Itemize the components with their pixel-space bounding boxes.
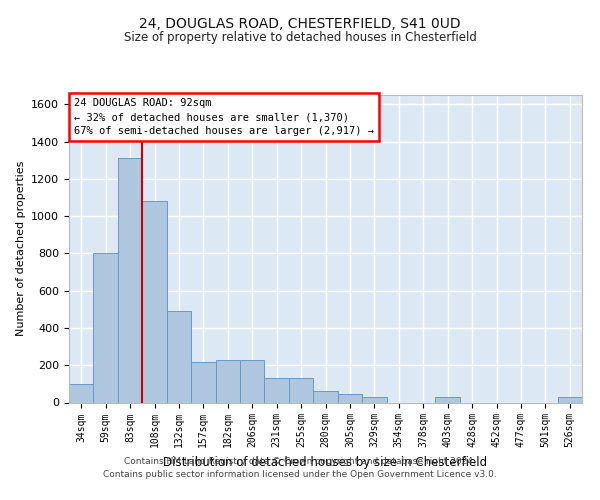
Bar xyxy=(436,397,460,402)
Bar xyxy=(142,201,167,402)
Text: 24, DOUGLAS ROAD, CHESTERFIELD, S41 0UD: 24, DOUGLAS ROAD, CHESTERFIELD, S41 0UD xyxy=(139,18,461,32)
Bar xyxy=(191,362,215,403)
Bar xyxy=(69,384,94,402)
Bar xyxy=(265,378,289,402)
Bar xyxy=(362,397,386,402)
Text: Contains public sector information licensed under the Open Government Licence v3: Contains public sector information licen… xyxy=(103,470,497,479)
Bar xyxy=(167,311,191,402)
Text: Contains HM Land Registry data © Crown copyright and database right 2024.: Contains HM Land Registry data © Crown c… xyxy=(124,458,476,466)
Bar xyxy=(289,378,313,402)
Bar xyxy=(118,158,142,402)
Y-axis label: Number of detached properties: Number of detached properties xyxy=(16,161,26,336)
Bar xyxy=(215,360,240,403)
Text: 24 DOUGLAS ROAD: 92sqm
← 32% of detached houses are smaller (1,370)
67% of semi-: 24 DOUGLAS ROAD: 92sqm ← 32% of detached… xyxy=(74,98,374,136)
Bar xyxy=(94,254,118,402)
Bar xyxy=(557,397,582,402)
Bar xyxy=(313,392,338,402)
X-axis label: Distribution of detached houses by size in Chesterfield: Distribution of detached houses by size … xyxy=(163,456,488,469)
Text: Size of property relative to detached houses in Chesterfield: Size of property relative to detached ho… xyxy=(124,31,476,44)
Bar xyxy=(338,394,362,402)
Bar xyxy=(240,360,265,403)
